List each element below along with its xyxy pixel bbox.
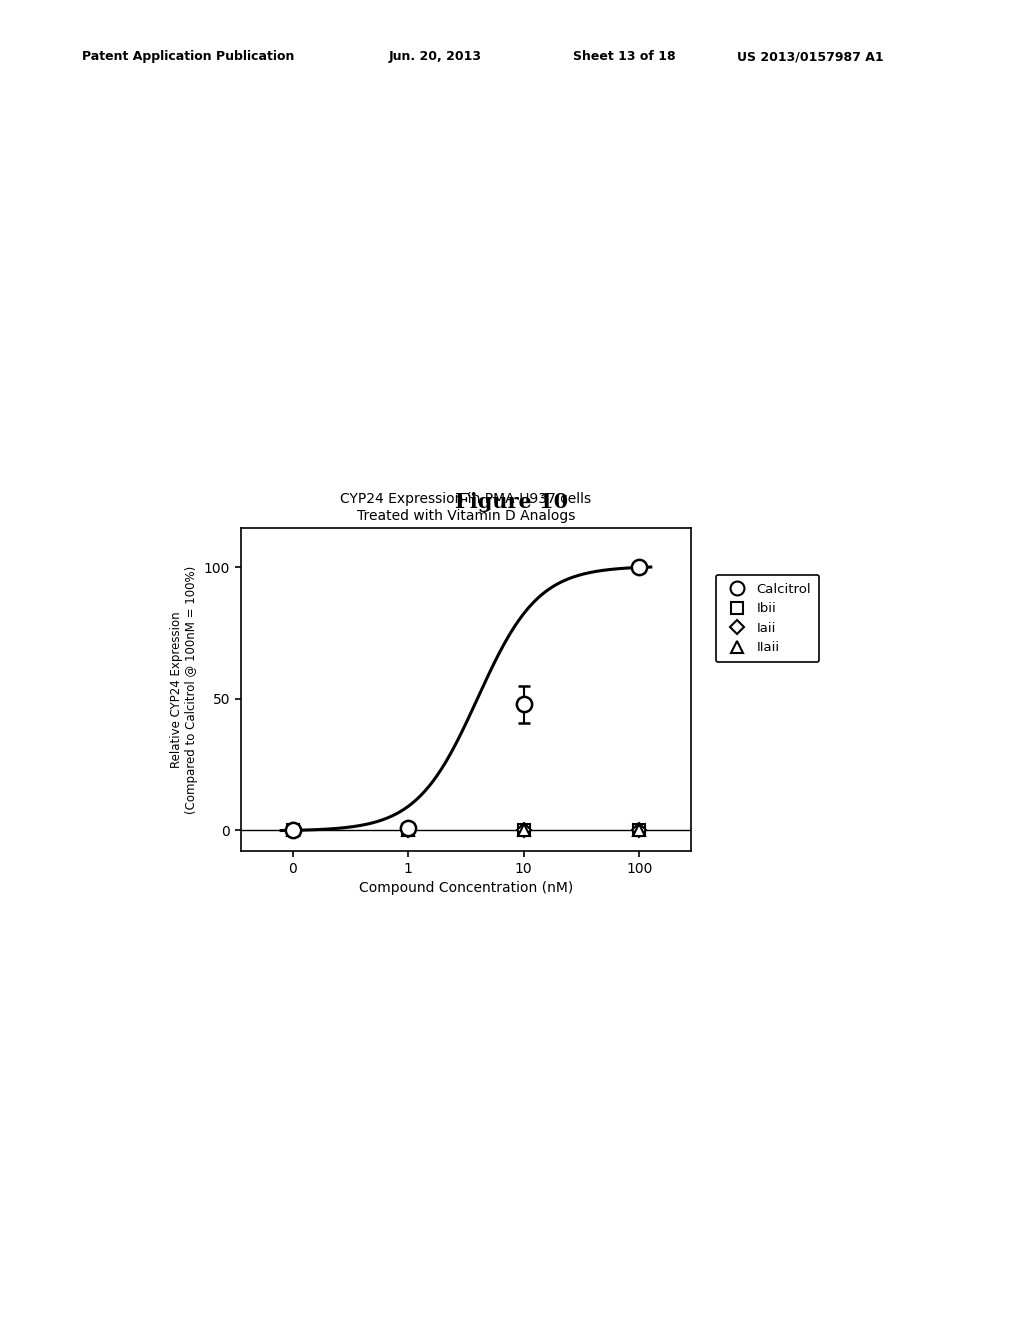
Y-axis label: Relative CYP24 Expression
(Compared to Calcitrol @ 100nM = 100%): Relative CYP24 Expression (Compared to C… xyxy=(170,565,199,814)
Text: Patent Application Publication: Patent Application Publication xyxy=(82,50,294,63)
Legend: Calcitrol, Ibii, Iaii, IIaii: Calcitrol, Ibii, Iaii, IIaii xyxy=(716,574,819,663)
Title: CYP24 Expression in PMA-U937 cells
Treated with Vitamin D Analogs: CYP24 Expression in PMA-U937 cells Treat… xyxy=(340,492,592,523)
Text: Sheet 13 of 18: Sheet 13 of 18 xyxy=(573,50,676,63)
Text: Jun. 20, 2013: Jun. 20, 2013 xyxy=(389,50,482,63)
X-axis label: Compound Concentration (nM): Compound Concentration (nM) xyxy=(358,882,573,895)
Text: Figure 10: Figure 10 xyxy=(456,491,568,512)
Text: US 2013/0157987 A1: US 2013/0157987 A1 xyxy=(737,50,884,63)
